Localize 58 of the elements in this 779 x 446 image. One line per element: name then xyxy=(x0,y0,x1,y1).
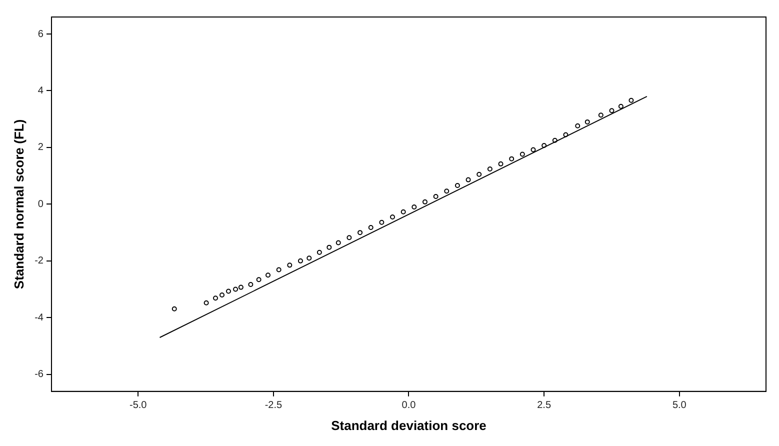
point xyxy=(498,161,504,166)
x-tick-label: -5.0 xyxy=(129,400,148,412)
point xyxy=(204,300,209,306)
point xyxy=(316,250,322,255)
point xyxy=(256,277,262,282)
point xyxy=(379,220,384,225)
x-tick-label: 0.0 xyxy=(402,400,416,412)
point xyxy=(520,152,525,157)
y-axis-title: Standard normal score (FL) xyxy=(11,119,26,290)
point xyxy=(233,286,238,292)
y-tick-label: 4 xyxy=(38,85,44,96)
point xyxy=(368,224,374,230)
point xyxy=(563,132,568,138)
x-tick-label: 5.0 xyxy=(672,400,687,412)
point xyxy=(598,112,604,118)
point xyxy=(584,119,590,124)
y-tick-label: -6 xyxy=(34,369,44,380)
point xyxy=(433,194,438,200)
x-axis-title: Standard deviation score xyxy=(331,418,486,433)
point xyxy=(298,258,303,264)
y-tick-label: 2 xyxy=(38,142,44,154)
point xyxy=(400,209,406,214)
point xyxy=(220,292,224,298)
point xyxy=(238,284,244,290)
point xyxy=(336,240,341,246)
point xyxy=(466,177,471,182)
point xyxy=(213,296,218,301)
point xyxy=(412,204,417,210)
point xyxy=(509,156,514,162)
point xyxy=(609,108,614,114)
point xyxy=(276,267,282,272)
point xyxy=(487,166,492,172)
y-tick-label: -4 xyxy=(34,312,44,324)
point xyxy=(226,288,231,294)
point xyxy=(266,272,271,278)
point xyxy=(552,138,558,143)
point xyxy=(248,282,254,287)
point xyxy=(628,98,634,103)
y-tick-label: 6 xyxy=(38,28,44,40)
point xyxy=(454,182,460,188)
x-tick-label: 2.5 xyxy=(537,400,552,412)
point xyxy=(390,214,396,220)
y-tick-label: 0 xyxy=(38,198,44,210)
point xyxy=(287,262,292,268)
point xyxy=(444,188,450,194)
point xyxy=(172,306,177,312)
point xyxy=(575,123,580,128)
point xyxy=(358,230,363,236)
point xyxy=(326,244,332,250)
point xyxy=(346,235,352,240)
point xyxy=(618,104,624,109)
x-tick-label: -2.5 xyxy=(264,400,282,412)
point xyxy=(530,147,536,152)
point xyxy=(306,256,312,261)
point xyxy=(422,199,428,204)
point xyxy=(476,172,482,177)
point xyxy=(542,142,547,148)
y-tick-label: -2 xyxy=(34,256,44,267)
